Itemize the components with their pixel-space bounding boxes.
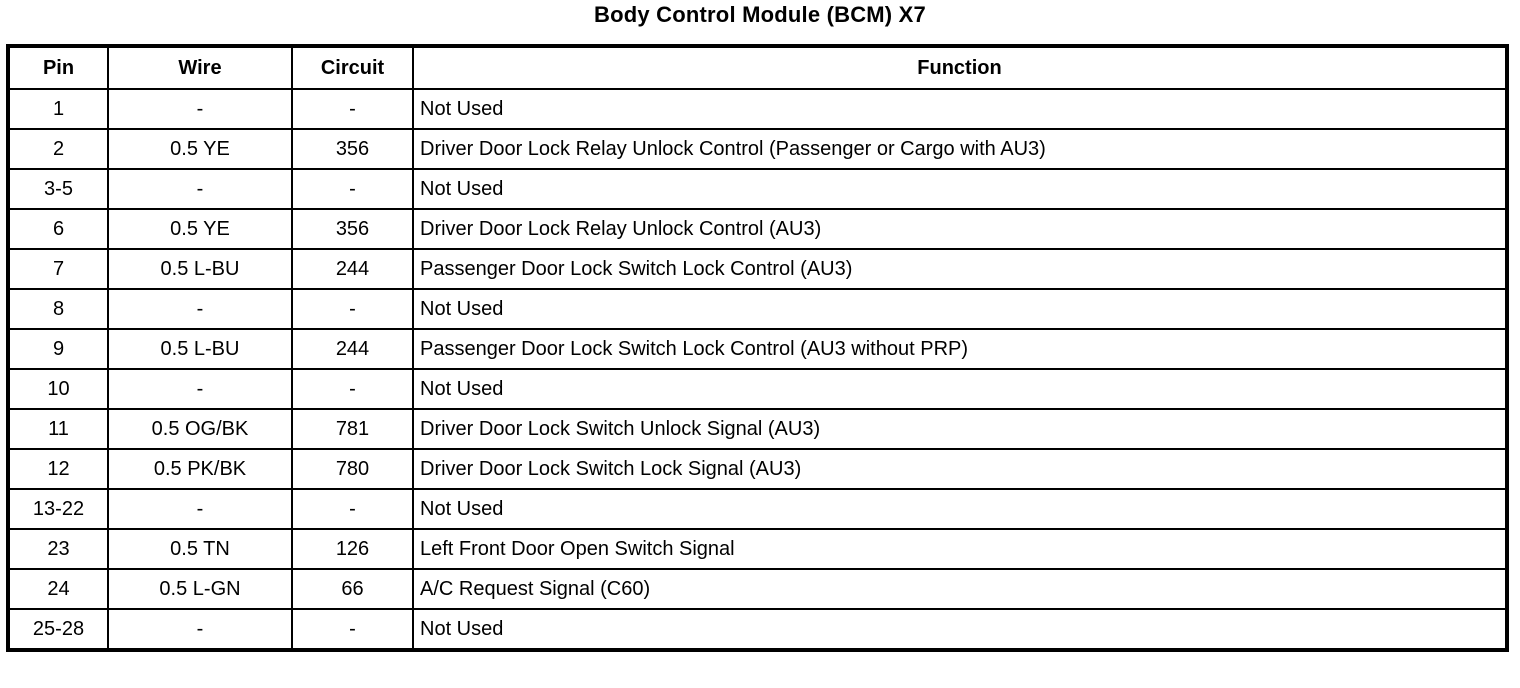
cell-pin: 13-22 bbox=[7, 488, 109, 530]
cell-function: Driver Door Lock Relay Unlock Control (A… bbox=[412, 208, 1508, 250]
pinout-table: Pin Wire Circuit Function 1- - Not Used 2 0.… bbox=[6, 44, 1509, 652]
table-body: 1- - Not Used 2 0.5 YE 356 Driver Door Lock Re… bbox=[7, 88, 1508, 651]
table-row: 3-5- - Not Used bbox=[7, 168, 1508, 210]
cell-pin: 1 bbox=[7, 88, 109, 130]
cell-wire: 0.5 TN bbox=[107, 528, 293, 570]
cell-circuit: - bbox=[291, 368, 414, 410]
column-header-wire: Wire bbox=[107, 45, 293, 90]
cell-pin: 25-28 bbox=[7, 608, 109, 651]
cell-pin: 8 bbox=[7, 288, 109, 330]
table-row: 11 0.5 OG/BK 781 Driver Door Lock Switch Un… bbox=[7, 408, 1508, 450]
cell-wire: 0.5 OG/BK bbox=[107, 408, 293, 450]
cell-circuit: - bbox=[291, 168, 414, 210]
cell-wire: 0.5 L-BU bbox=[107, 328, 293, 370]
cell-pin: 6 bbox=[7, 208, 109, 250]
cell-circuit: 244 bbox=[291, 248, 414, 290]
table-row: 7 0.5 L-BU 244 Passenger Door Lock Switch L… bbox=[7, 248, 1508, 290]
cell-wire: - bbox=[107, 608, 293, 651]
cell-circuit: - bbox=[291, 608, 414, 651]
cell-function: Not Used bbox=[412, 488, 1508, 530]
header-row: Pin Wire Circuit Function bbox=[7, 45, 1508, 90]
cell-pin: 23 bbox=[7, 528, 109, 570]
cell-pin: 24 bbox=[7, 568, 109, 610]
cell-wire: 0.5 PK/BK bbox=[107, 448, 293, 490]
cell-function: Driver Door Lock Relay Unlock Control (P… bbox=[412, 128, 1508, 170]
table-row: 1- - Not Used bbox=[7, 88, 1508, 130]
column-header-function: Function bbox=[412, 45, 1508, 90]
cell-function: Driver Door Lock Switch Unlock Signal (A… bbox=[412, 408, 1508, 450]
cell-pin: 10 bbox=[7, 368, 109, 410]
cell-circuit: 244 bbox=[291, 328, 414, 370]
cell-circuit: - bbox=[291, 488, 414, 530]
cell-function: Not Used bbox=[412, 288, 1508, 330]
cell-circuit: - bbox=[291, 88, 414, 130]
cell-function: Not Used bbox=[412, 88, 1508, 130]
table-row: 24 0.5 L-GN 66 A/C Request Signal (C60) bbox=[7, 568, 1508, 610]
cell-pin: 2 bbox=[7, 128, 109, 170]
cell-pin: 12 bbox=[7, 448, 109, 490]
cell-wire: - bbox=[107, 488, 293, 530]
cell-circuit: 781 bbox=[291, 408, 414, 450]
cell-circuit: 126 bbox=[291, 528, 414, 570]
table-row: 12 0.5 PK/BK 780 Driver Door Lock Switch Lo… bbox=[7, 448, 1508, 490]
table-row: 23 0.5 TN 126 Left Front Door Open Switch S… bbox=[7, 528, 1508, 570]
cell-function: Not Used bbox=[412, 608, 1508, 651]
cell-circuit: 356 bbox=[291, 128, 414, 170]
table-header: Pin Wire Circuit Function bbox=[7, 45, 1508, 90]
cell-function: Not Used bbox=[412, 368, 1508, 410]
cell-function: Passenger Door Lock Switch Lock Control … bbox=[412, 248, 1508, 290]
cell-pin: 3-5 bbox=[7, 168, 109, 210]
cell-circuit: 780 bbox=[291, 448, 414, 490]
cell-pin: 11 bbox=[7, 408, 109, 450]
cell-circuit: - bbox=[291, 288, 414, 330]
cell-wire: 0.5 YE bbox=[107, 208, 293, 250]
table-row: 25-28- - Not Used bbox=[7, 608, 1508, 651]
cell-wire: - bbox=[107, 288, 293, 330]
cell-circuit: 66 bbox=[291, 568, 414, 610]
cell-function: Passenger Door Lock Switch Lock Control … bbox=[412, 328, 1508, 370]
cell-wire: - bbox=[107, 368, 293, 410]
table-row: 6 0.5 YE 356 Driver Door Lock Relay Unlock … bbox=[7, 208, 1508, 250]
table-row: 10- - Not Used bbox=[7, 368, 1508, 410]
cell-function: Not Used bbox=[412, 168, 1508, 210]
column-header-pin: Pin bbox=[7, 45, 109, 90]
table-row: 13-22- - Not Used bbox=[7, 488, 1508, 530]
cell-wire: 0.5 YE bbox=[107, 128, 293, 170]
page-title: Body Control Module (BCM) X7 bbox=[594, 2, 926, 27]
cell-function: Driver Door Lock Switch Lock Signal (AU3… bbox=[412, 448, 1508, 490]
cell-function: Left Front Door Open Switch Signal bbox=[412, 528, 1508, 570]
cell-wire: - bbox=[107, 88, 293, 130]
cell-wire: 0.5 L-BU bbox=[107, 248, 293, 290]
column-header-circuit: Circuit bbox=[291, 45, 414, 90]
cell-wire: - bbox=[107, 168, 293, 210]
cell-function: A/C Request Signal (C60) bbox=[412, 568, 1508, 610]
cell-circuit: 356 bbox=[291, 208, 414, 250]
table-row: 9 0.5 L-BU 244 Passenger Door Lock Switch L… bbox=[7, 328, 1508, 370]
cell-wire: 0.5 L-GN bbox=[107, 568, 293, 610]
table-row: 2 0.5 YE 356 Driver Door Lock Relay Unlock … bbox=[7, 128, 1508, 170]
table-row: 8- - Not Used bbox=[7, 288, 1508, 330]
cell-pin: 7 bbox=[7, 248, 109, 290]
cell-pin: 9 bbox=[7, 328, 109, 370]
